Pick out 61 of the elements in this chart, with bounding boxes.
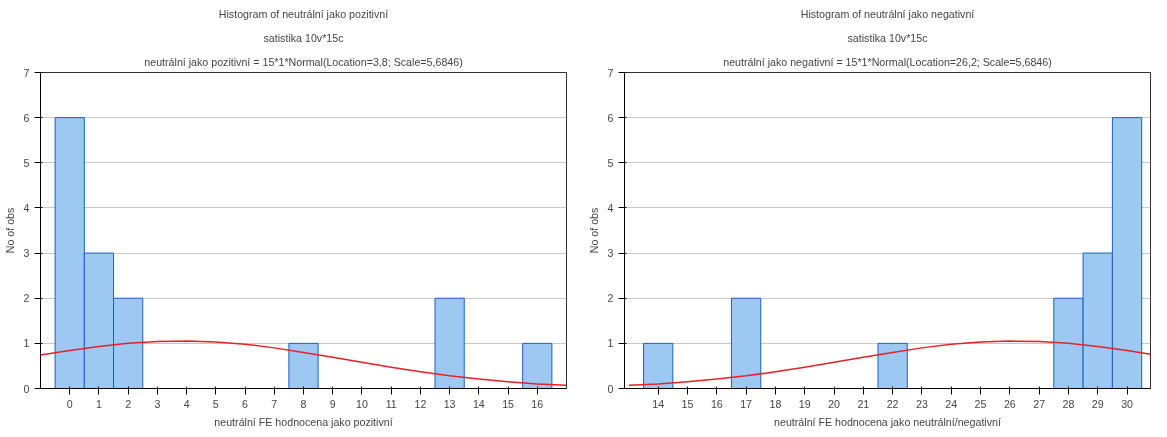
x-tick-label: 14 [472,397,485,410]
x-tick-label: 18 [769,397,782,410]
x-tick-label: 30 [1121,397,1134,410]
line-series [628,340,1151,387]
x-tick-label: 22 [886,397,899,410]
x-tick-label: 15 [502,397,515,410]
chart-subtitle: satistika 10v*15c [847,31,929,44]
x-tick-label: 6 [242,397,249,410]
y-tick-label: 6 [23,111,30,124]
x-tick-label: 29 [1091,397,1104,410]
x-tick-label: 7 [271,397,278,410]
x-tick-label: 12 [414,397,427,410]
x-tick-label: 8 [300,397,307,410]
x-tick-label: 2 [125,397,132,410]
y-tick-label: 7 [607,66,614,79]
y-axis-title: No of obs [3,207,16,254]
x-tick-label: 16 [531,397,544,410]
x-tick-label: 15 [681,397,694,410]
x-tick-label: 4 [183,397,190,410]
x-tick-label: 28 [1062,397,1075,410]
y-tick-label: 4 [607,201,614,214]
x-tick-label: 16 [710,397,723,410]
x-tick-label: 24 [945,397,958,410]
x-tick-label: 14 [652,397,665,410]
y-tick-label: 0 [23,382,30,395]
x-tick-label: 3 [154,397,161,410]
x-tick-label: 1 [95,397,102,410]
x-tick-label: 20 [828,397,841,410]
y-tick-label: 1 [23,337,30,350]
y-tick-label: 7 [23,66,30,79]
x-tick-label: 21 [857,397,870,410]
x-tick-label: 26 [1003,397,1016,410]
x-tick-label: 5 [212,397,219,410]
x-tick-label: 23 [916,397,928,410]
chart-title: Histogram of neutrální jako pozitivní [218,7,389,20]
y-tick-label: 0 [607,382,614,395]
chart-title: Histogram of neutrální jako negativní [800,7,975,20]
x-tick-label: 17 [740,397,753,410]
x-tick-label: 13 [443,397,456,410]
y-tick-label: 5 [607,156,614,169]
y-tick-label: 2 [23,292,30,305]
x-tick-label: 19 [798,397,811,410]
y-tick-label: 2 [607,292,614,305]
y-axis-title: No of obs [587,207,600,254]
y-tick-label: 6 [607,111,614,124]
y-tick-label: 3 [23,247,30,260]
x-tick-label: 10 [356,397,368,410]
x-axis-title: neutrální FE hodnocena jako pozitivní [214,415,393,428]
x-tick-label: 27 [1033,397,1046,410]
y-tick-label: 4 [23,201,30,214]
x-tick-label: 11 [385,397,397,410]
text: neutrální jako negativní = 15*1*Normal(Location=26,2; Scale=5,6846) [723,55,1052,68]
chart-subtitle: satistika 10v*15c [263,31,345,44]
y-tick-label: 5 [23,156,30,169]
x-tick-label: 9 [329,397,336,410]
y-tick-label: 3 [607,247,614,260]
x-tick-label: 25 [974,397,987,410]
x-tick-label: 0 [66,397,73,410]
text: neutrální jako pozitivní = 15*1*Normal(Location=3,8; Scale=5,6846) [144,55,463,68]
x-axis-title: neutrální FE hodnocena jako neutrální/negativní [774,415,1001,428]
y-tick-label: 1 [607,337,614,350]
